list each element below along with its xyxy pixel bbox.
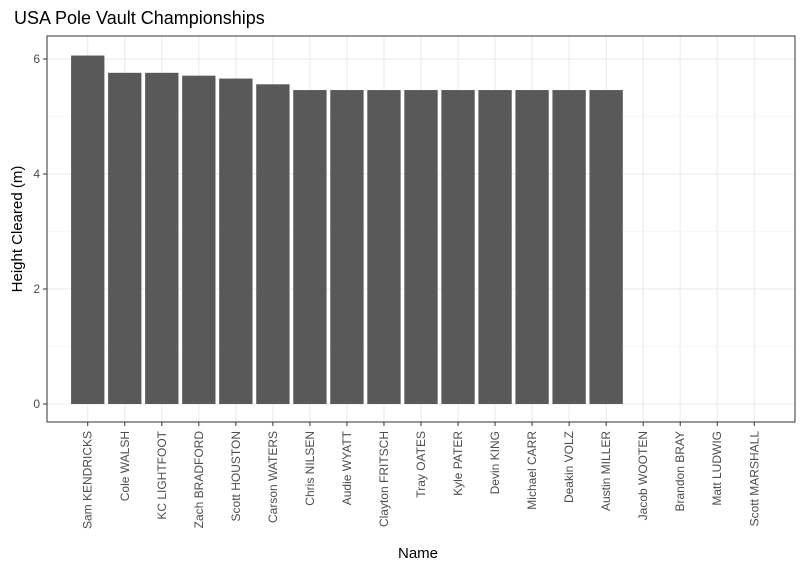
bar — [330, 90, 364, 405]
bar — [108, 72, 142, 405]
x-tick-label: Brandon BRAY — [673, 431, 687, 512]
bar — [552, 90, 586, 405]
bar — [404, 90, 438, 405]
bar — [441, 90, 475, 405]
y-tick-label: 4 — [33, 167, 40, 181]
x-tick-label: Scott MARSHALL — [747, 431, 761, 527]
x-tick-label: Chris NILSEN — [303, 431, 317, 506]
x-tick-label: Kyle PATER — [451, 431, 465, 496]
bar — [367, 90, 401, 405]
x-tick-label: Deakin VOLZ — [562, 431, 576, 503]
x-tick-label: Cole WALSH — [118, 431, 132, 501]
bar — [71, 55, 105, 405]
y-axis-title: Height Cleared (m) — [9, 166, 26, 293]
y-tick-label: 2 — [33, 282, 40, 296]
x-tick-label: Zach BRADFORD — [192, 431, 206, 529]
bar — [293, 90, 327, 405]
x-axis-title: Name — [398, 545, 438, 562]
x-tick-label: Jacob WOOTEN — [636, 431, 650, 520]
y-tick-label: 6 — [33, 52, 40, 66]
bar — [219, 78, 253, 405]
x-tick-label: Sam KENDRICKS — [81, 431, 95, 529]
bar — [182, 75, 216, 405]
bars — [71, 55, 623, 405]
chart-title: USA Pole Vault Championships — [14, 8, 265, 28]
x-tick-label: Audie WYATT — [340, 430, 354, 505]
bar — [256, 84, 290, 405]
x-tick-label: Austin MILLER — [599, 431, 613, 511]
bar — [515, 90, 549, 405]
y-axis: 0 2 4 6 — [33, 52, 47, 411]
x-tick-label: Tray OATES — [414, 431, 428, 498]
bar — [145, 72, 179, 405]
x-tick-label: Matt LUDWIG — [710, 431, 724, 506]
x-tick-label: KC LIGHTFOOT — [155, 430, 169, 519]
x-tick-label: Carson WATERS — [266, 431, 280, 523]
x-tick-label: Devin KING — [488, 431, 502, 494]
x-axis: Sam KENDRICKS Cole WALSH KC LIGHTFOOT Zach … — [81, 422, 761, 529]
bar — [589, 90, 623, 405]
bar — [478, 90, 512, 405]
y-tick-label: 0 — [33, 397, 40, 411]
x-tick-label: Clayton FRITSCH — [377, 431, 391, 527]
x-tick-label: Scott HOUSTON — [229, 431, 243, 521]
x-tick-label: Michael CARR — [525, 431, 539, 510]
